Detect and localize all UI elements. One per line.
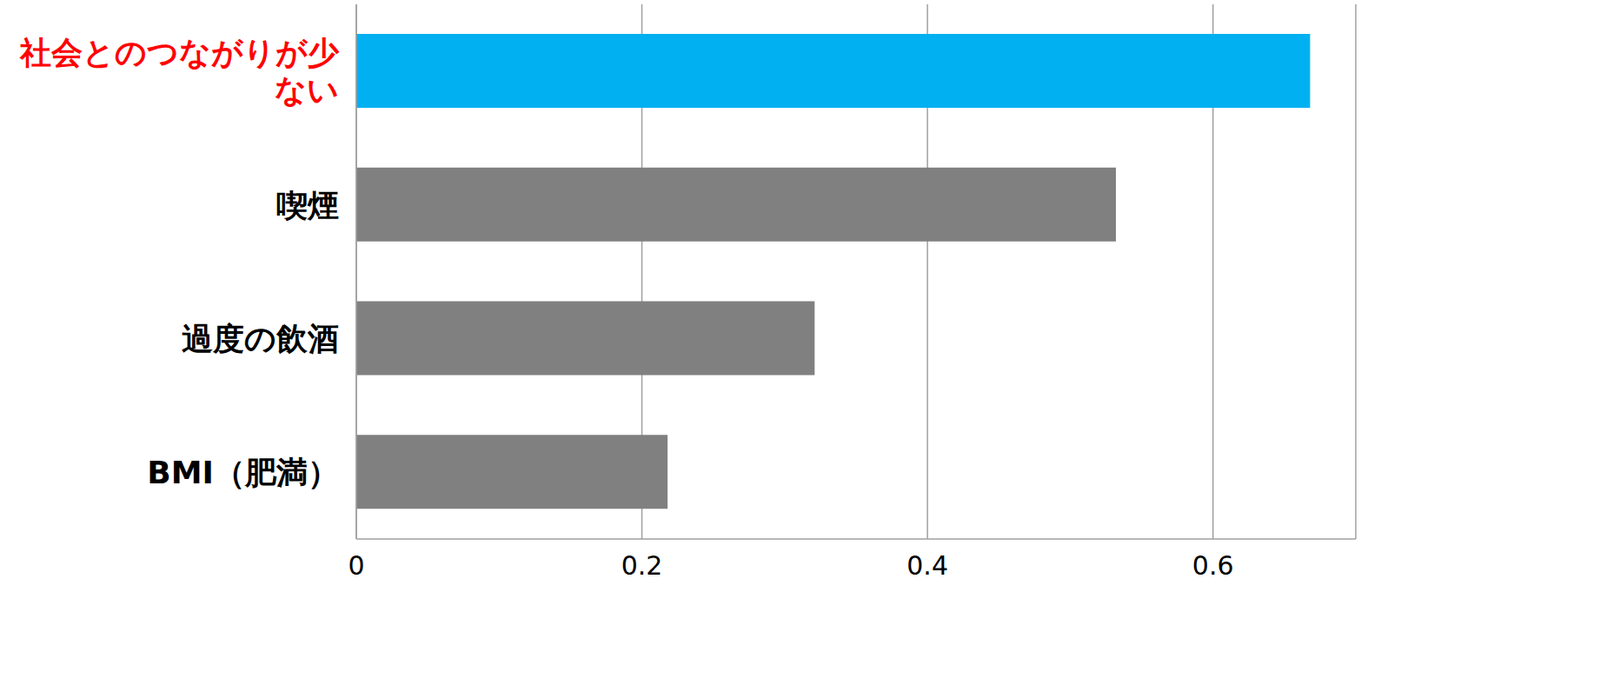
- svg-text:BMI（肥満）: BMI（肥満）: [146, 454, 339, 491]
- svg-text:喫煙: 喫煙: [276, 186, 339, 223]
- svg-text:0.6: 0.6: [1192, 550, 1235, 581]
- svg-text:過度の飲酒: 過度の飲酒: [181, 320, 339, 357]
- svg-text:0: 0: [347, 550, 365, 581]
- svg-text:0.2: 0.2: [621, 550, 664, 581]
- svg-text:0.4: 0.4: [906, 550, 949, 581]
- svg-text:社会とのつながりが少ない: 社会とのつながりが少ない: [19, 34, 340, 108]
